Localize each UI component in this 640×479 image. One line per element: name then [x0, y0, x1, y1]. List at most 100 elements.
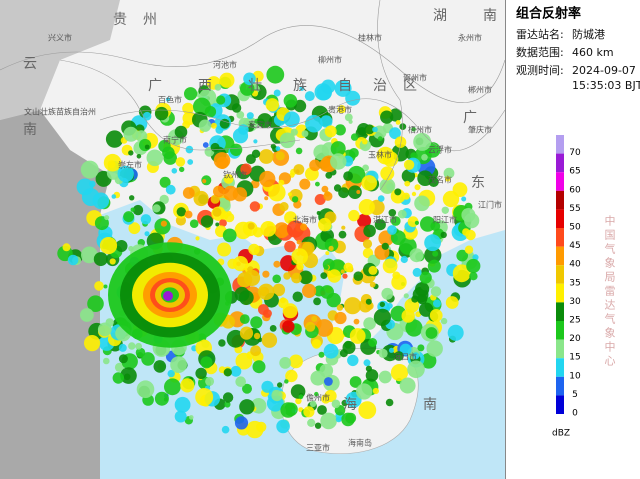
- radar-echo: [215, 222, 220, 227]
- radar-echo: [409, 248, 424, 263]
- radar-echo: [338, 230, 347, 239]
- radar-echo: [377, 195, 385, 202]
- radar-echo: [273, 260, 281, 268]
- city-label: 桂林市: [358, 33, 382, 43]
- city-label: 阳江市: [433, 215, 457, 225]
- radar-echo: [390, 364, 409, 382]
- radar-echo: [309, 159, 321, 172]
- radar-echo: [399, 343, 412, 356]
- radar-echo: [266, 65, 285, 84]
- radar-echo: [159, 194, 169, 205]
- radar-echo: [289, 354, 303, 369]
- radar-echo: [411, 126, 416, 132]
- radar-echo: [358, 401, 377, 419]
- legend-swatch: [556, 339, 564, 359]
- radar-echo: [139, 138, 152, 152]
- radar-echo: [403, 293, 409, 299]
- radar-echo: [232, 128, 249, 144]
- city-label: 梧州市: [408, 125, 432, 135]
- radar-echo: [236, 111, 245, 119]
- radar-echo: [283, 272, 291, 280]
- radar-echo: [165, 97, 171, 102]
- radar-echo: [298, 270, 313, 285]
- radar-echo: [258, 304, 269, 315]
- radar-echo: [215, 125, 224, 134]
- radar-echo: [416, 293, 428, 305]
- radar-echo: [414, 220, 419, 225]
- radar-echo: [295, 397, 302, 405]
- radar-echo: [330, 153, 347, 170]
- radar-echo: [291, 272, 302, 284]
- radar-echo: [80, 160, 99, 179]
- radar-echo: [412, 267, 422, 277]
- radar-echo: [214, 83, 222, 91]
- radar-echo: [462, 228, 470, 236]
- radar-echo: [417, 170, 433, 186]
- radar-echo: [323, 264, 329, 270]
- unit: dBZ: [552, 429, 570, 439]
- radar-echo: [224, 401, 231, 408]
- radar-echo: [399, 377, 416, 394]
- radar-echo: [187, 159, 194, 165]
- radar-echo: [429, 309, 443, 322]
- radar-echo: [414, 184, 421, 191]
- radar-echo: [340, 269, 345, 274]
- range-label: 数据范围:: [516, 45, 564, 59]
- radar-echo: [364, 124, 375, 135]
- radar-echo: [407, 360, 425, 379]
- radar-echo: [202, 179, 207, 184]
- radar-echo: [174, 125, 188, 139]
- legend-label: 15: [569, 353, 580, 363]
- radar-echo: [324, 125, 337, 138]
- radar-echo: [427, 259, 441, 273]
- radar-echo: [373, 308, 391, 326]
- radar-echo: [356, 190, 361, 194]
- radar-echo: [363, 224, 376, 238]
- radar-echo: [320, 285, 334, 299]
- radar-echo: [394, 351, 404, 361]
- city-label: 玉林市: [368, 150, 392, 160]
- radar-echo: [380, 110, 394, 124]
- radar-echo: [466, 258, 481, 274]
- city-label: 文山壮族苗族自治州: [24, 107, 96, 117]
- legend-label: 50: [569, 223, 581, 233]
- radar-echoes: [57, 65, 481, 439]
- radar-echo: [387, 225, 397, 235]
- radar-echo: [353, 318, 360, 325]
- radar-echo: [103, 153, 122, 172]
- radar-echo: [298, 394, 304, 400]
- radar-echo: [381, 242, 389, 250]
- range: 460 km: [572, 46, 614, 59]
- radar-echo: [229, 143, 243, 156]
- out-of-range: [0, 110, 110, 479]
- radar-echo: [112, 372, 125, 384]
- radar-echo: [159, 176, 171, 188]
- city-label: 海口市: [393, 352, 417, 362]
- region-label: 南: [23, 122, 37, 138]
- radar-echo: [363, 317, 376, 330]
- radar-echo: [87, 295, 104, 313]
- radar-echo: [273, 89, 281, 97]
- radar-echo: [421, 154, 428, 161]
- radar-echo: [243, 72, 256, 86]
- radar-echo: [419, 302, 434, 317]
- radar-echo: [324, 377, 333, 386]
- radar-echo: [331, 399, 341, 409]
- radar-echo: [316, 211, 321, 215]
- radar-echo: [344, 113, 353, 122]
- radar-echo: [388, 347, 395, 353]
- radar-echo: [324, 389, 337, 403]
- radar-echo: [315, 319, 334, 337]
- legend-label: 70: [569, 148, 581, 158]
- region-label: 西: [198, 78, 212, 94]
- radar-echo: [94, 281, 104, 291]
- radar-echo: [231, 103, 242, 113]
- radar-echo: [176, 207, 186, 217]
- time: 15:35:03 BJT: [572, 79, 640, 92]
- radar-echo: [261, 380, 274, 393]
- radar-echo: [440, 317, 448, 325]
- radar-echo: [469, 272, 478, 281]
- radar-echo: [283, 111, 300, 128]
